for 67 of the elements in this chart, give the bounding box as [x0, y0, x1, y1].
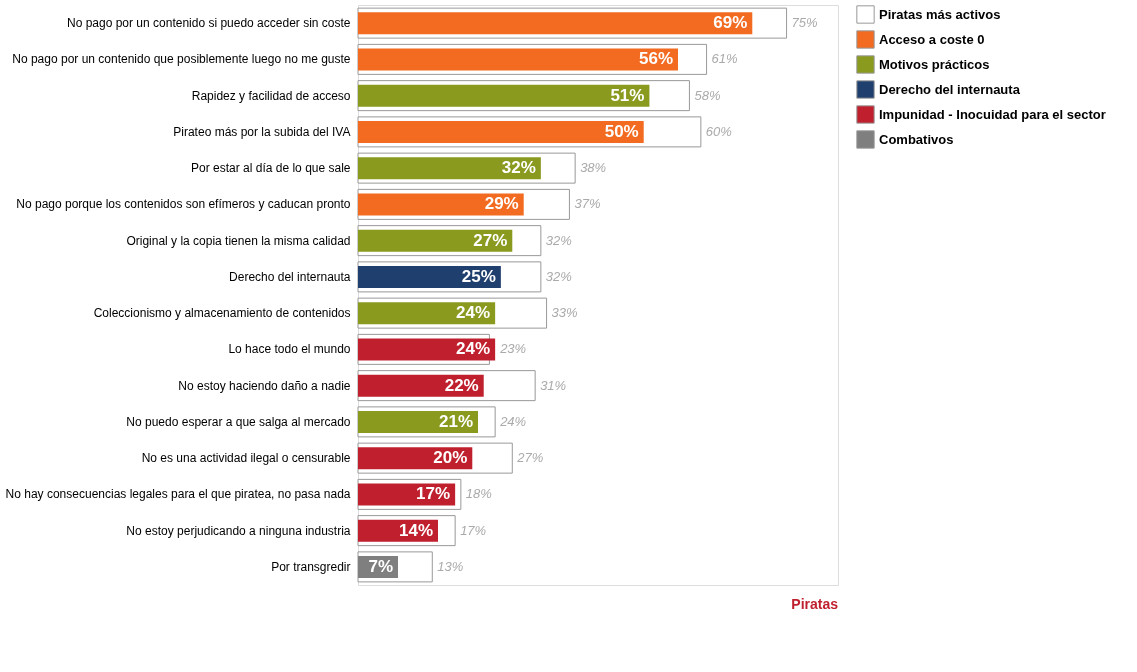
data-label: 21% — [438, 411, 473, 431]
y-tick-label: Lo hace todo el mundo — [228, 342, 351, 357]
data-label: 50% — [604, 121, 639, 141]
bar — [358, 374, 484, 397]
data-label: 51% — [610, 85, 645, 105]
bar — [358, 84, 650, 107]
data-label: 56% — [638, 49, 673, 69]
bar — [358, 120, 644, 143]
bar — [358, 302, 496, 325]
data-label: 25% — [461, 266, 496, 286]
y-tick-label: Coleccionismo y almacenamiento de contenidos — [93, 306, 351, 321]
data-label: 32% — [545, 268, 572, 284]
text: Piratas — [791, 596, 839, 612]
data-label: 60% — [705, 123, 732, 139]
data-label: 37% — [574, 196, 601, 212]
y-tick-label: Pirateo más por la subida del IVA — [173, 124, 351, 139]
y-tick-label: Rapidez y facilidad de acceso — [191, 88, 351, 103]
bar — [358, 157, 541, 180]
data-label: 13% — [437, 558, 464, 574]
legend-label: Piratas más activos — [879, 6, 1001, 22]
bar — [358, 229, 513, 252]
data-label: 14% — [398, 520, 433, 540]
y-tick-label: Derecho del internauta — [229, 269, 351, 284]
bar — [358, 265, 501, 288]
data-label: 29% — [484, 194, 519, 214]
data-label: 17% — [460, 522, 487, 538]
legend-label: Motivos prácticos — [879, 56, 990, 72]
y-tick-label: Por transgredir — [271, 559, 351, 574]
data-label: 38% — [580, 160, 607, 176]
legend-label: Derecho del internauta — [879, 81, 1021, 97]
data-label: 31% — [540, 377, 567, 393]
y-tick-label: No estoy haciendo daño a nadie — [178, 378, 351, 393]
data-label: 18% — [465, 486, 492, 502]
bar — [358, 48, 678, 71]
data-label: 24% — [456, 303, 491, 323]
data-label: 22% — [444, 375, 479, 395]
data-label: 27% — [473, 230, 508, 250]
legend-label: Acceso a coste 0 — [879, 31, 985, 47]
data-label: 32% — [545, 232, 572, 248]
bar — [358, 338, 496, 361]
bar — [358, 410, 478, 433]
y-tick-label: No pago por un contenido que posiblemente luego no me guste — [12, 52, 351, 67]
y-tick-label: No pago por un contenido si puedo acceder sin coste — [66, 16, 351, 31]
legend-label: Impunidad - Inocuidad para el sector — [879, 106, 1106, 122]
y-tick-label: No pago porque los contenidos son efímeros y caducan pronto — [16, 197, 351, 212]
data-label: 24% — [499, 413, 527, 429]
y-tick-label: No hay consecuencias legales para el que piratea, no pasa nada — [5, 487, 351, 502]
y-tick-label: Por estar al día de lo que sale — [191, 161, 351, 176]
data-label: 17% — [416, 484, 451, 504]
y-tick-label: No es una actividad ilegal o censurable — [141, 451, 351, 466]
data-label: 27% — [516, 450, 544, 466]
y-tick-label: No puedo esperar a que salga al mercado — [126, 414, 351, 429]
data-label: 24% — [456, 339, 491, 359]
y-tick-label: No estoy perjudicando a ninguna industria — [126, 523, 351, 538]
legend-label: Combativos — [879, 131, 954, 147]
data-label: 23% — [499, 341, 527, 357]
data-label: 61% — [711, 51, 738, 67]
data-label: 69% — [713, 13, 748, 33]
data-label: 20% — [433, 448, 468, 468]
y-tick-label: Original y la copia tienen la misma calidad — [126, 233, 351, 248]
data-label: 7% — [368, 556, 393, 576]
bar — [358, 193, 524, 216]
data-label: 58% — [694, 87, 721, 103]
data-label: 75% — [791, 15, 818, 31]
data-label: 33% — [551, 305, 578, 321]
data-label: 32% — [501, 158, 536, 178]
bar — [358, 12, 753, 35]
